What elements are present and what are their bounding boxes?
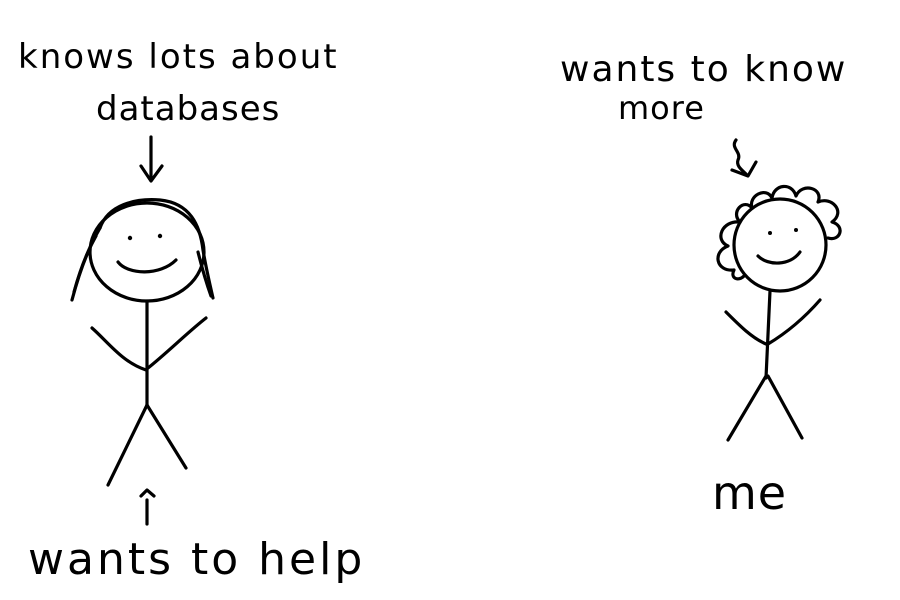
me-right-eye [794, 228, 798, 232]
me-wish-label-line1: wants to know [560, 49, 848, 90]
me-left-arm [724, 310, 768, 346]
me-wish-label-line2: more [618, 89, 705, 127]
me-left-leg [726, 374, 768, 442]
expert-left-leg [106, 403, 149, 487]
expert-knowledge-label-line1: knows lots about [18, 37, 339, 77]
expert-left-eye [127, 235, 133, 241]
expert-left-arm [90, 326, 148, 372]
expert-figure [70, 198, 215, 487]
me-right-arm [766, 298, 822, 346]
me-smile [756, 250, 802, 265]
me-curly-hair-top [734, 184, 842, 241]
expert-smile [116, 258, 178, 274]
expert-hair-top [98, 198, 215, 300]
expert-right-eye [157, 233, 163, 239]
expert-attitude-label: wants to help [28, 534, 366, 585]
me-right-leg [766, 374, 804, 440]
me-head [732, 197, 828, 293]
me-name-label: me [712, 466, 788, 520]
expert-knowledge-label-line2: databases [96, 89, 281, 129]
me-curly-hair-left [716, 220, 746, 281]
me-body [764, 289, 772, 380]
curiosity-arrow-icon [730, 138, 758, 178]
me-figure [716, 184, 842, 442]
expert-right-arm [146, 316, 208, 370]
expert-hair-right-strand [196, 250, 213, 298]
expert-hair-left-strand [72, 234, 98, 294]
knowledge-arrow-icon [139, 135, 164, 183]
help-arrow-icon [139, 488, 156, 526]
me-left-eye [768, 231, 772, 235]
expert-right-leg [145, 403, 188, 470]
